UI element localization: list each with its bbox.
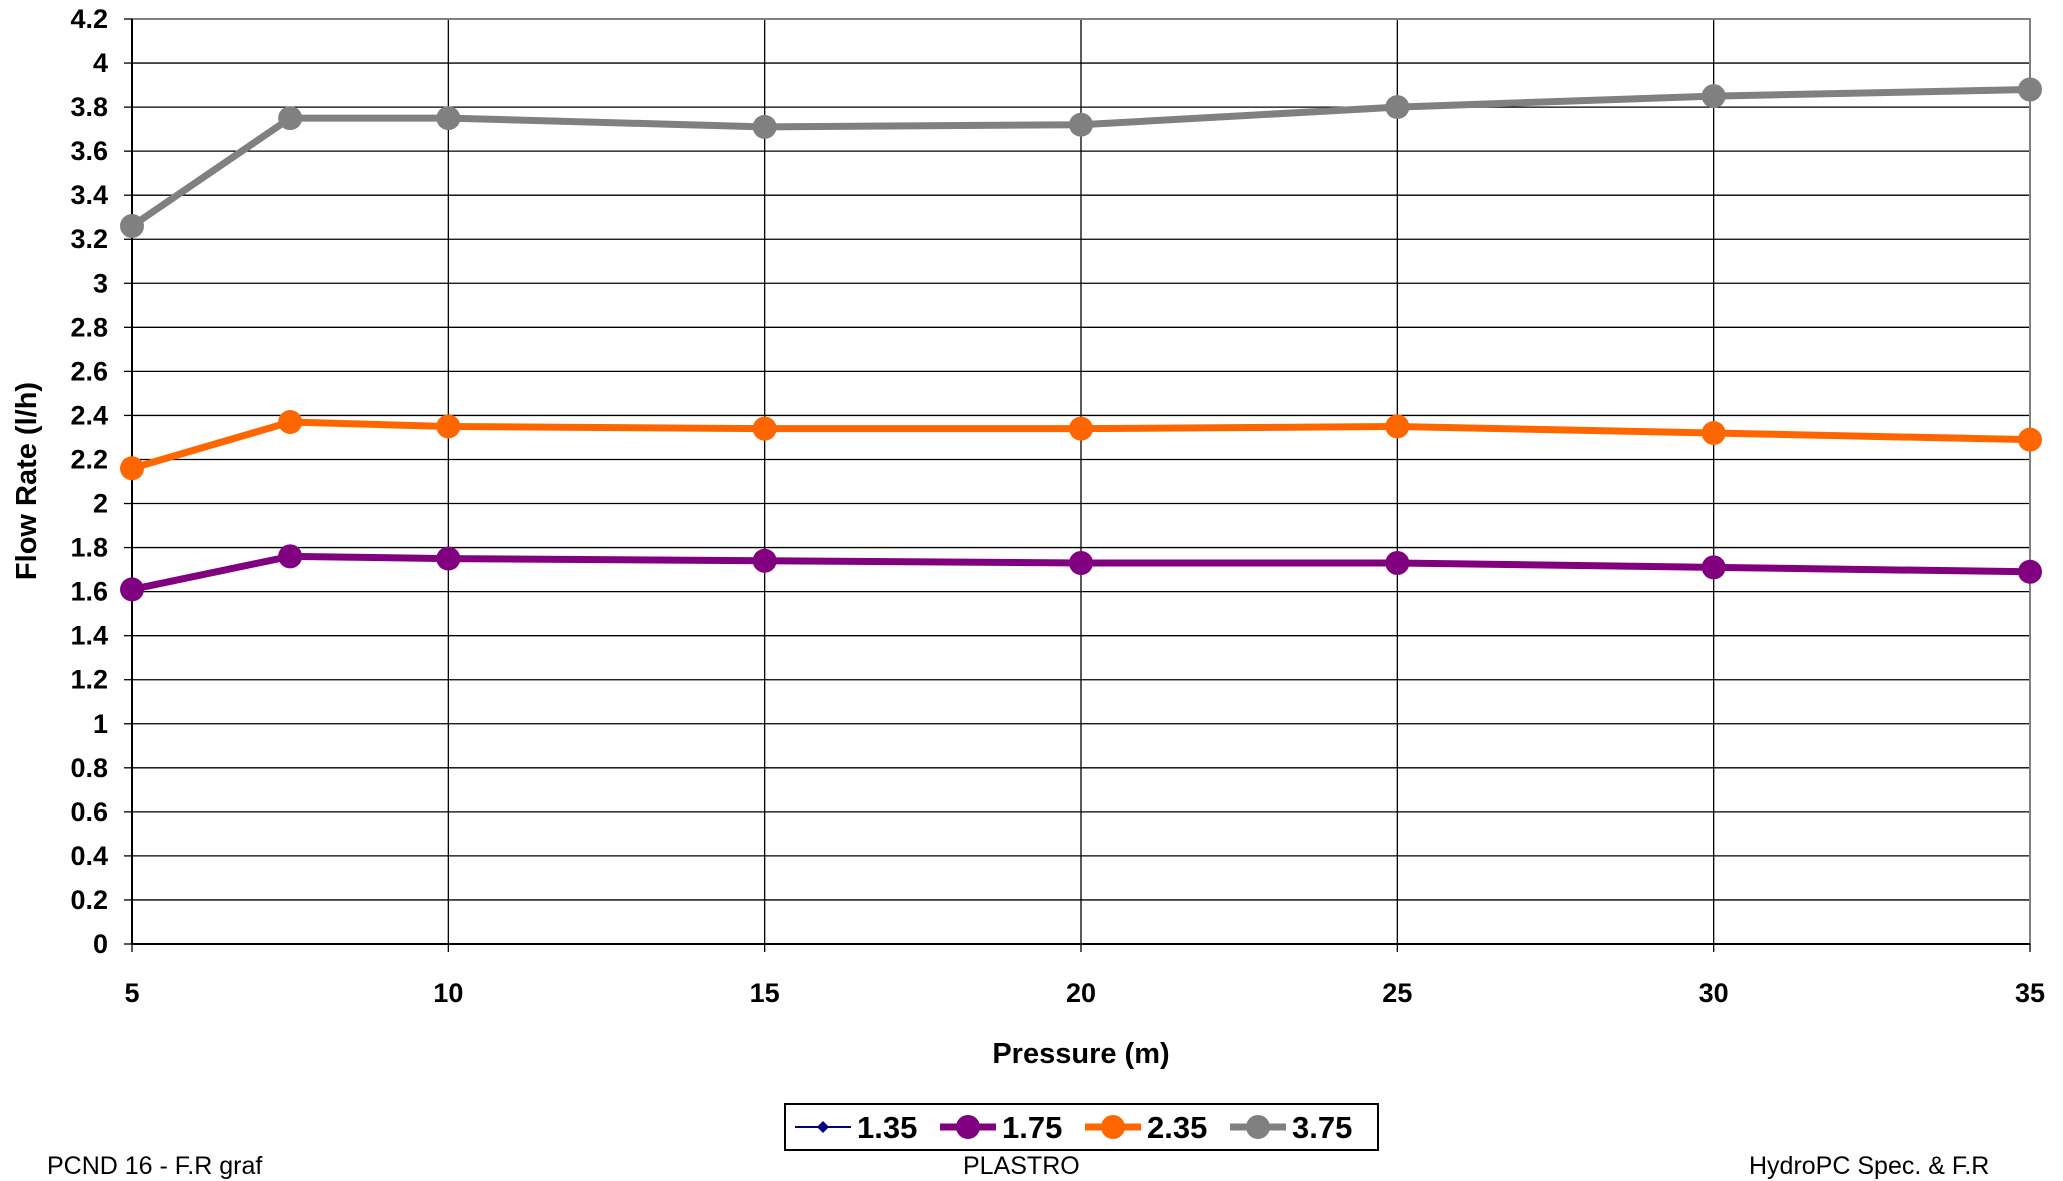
data-point — [1385, 414, 1410, 439]
series-line — [130, 85, 2031, 229]
legend-swatch-marker — [1101, 1115, 1125, 1139]
data-point — [436, 414, 461, 439]
y-tick-label: 2.6 — [70, 356, 108, 386]
legend-label: 1.75 — [1002, 1110, 1062, 1145]
y-tick-label: 4 — [93, 48, 108, 78]
y-tick-label: 1.6 — [70, 577, 108, 607]
legend-swatch-marker — [1246, 1115, 1270, 1139]
x-tick-label: 10 — [433, 978, 463, 1008]
data-point — [1701, 84, 1726, 109]
legend-swatch-marker — [956, 1115, 980, 1139]
y-tick-label: 1.2 — [70, 665, 108, 695]
footer-left: PCND 16 - F.R graf — [47, 1152, 263, 1180]
x-tick-label: 35 — [2015, 978, 2045, 1008]
series-line — [131, 552, 2031, 593]
y-tick-label: 3.6 — [70, 136, 108, 166]
y-tick-label: 2.2 — [70, 444, 108, 474]
y-tick-label: 3.8 — [70, 92, 108, 122]
data-point — [1069, 550, 1093, 575]
series-line — [131, 418, 2031, 472]
legend-item-3.75: 3.75 — [1230, 1110, 1352, 1145]
legend-item-1.75: 1.75 — [940, 1110, 1062, 1145]
legend-label: 3.75 — [1292, 1110, 1352, 1145]
data-point — [278, 544, 303, 569]
legend-label: 2.35 — [1147, 1110, 1207, 1145]
y-tick-label: 2.4 — [70, 400, 108, 430]
y-tick-label: 3.4 — [70, 180, 108, 210]
data-point — [1069, 112, 1093, 137]
x-tick-label: 30 — [1699, 978, 1729, 1008]
y-tick-label: 0 — [93, 929, 108, 959]
series-layer — [120, 77, 2042, 602]
data-point — [120, 214, 144, 239]
y-tick-label: 2 — [93, 489, 108, 519]
data-point — [2018, 427, 2042, 452]
x-tick-label: 5 — [124, 978, 139, 1008]
y-tick-label: 0.8 — [70, 753, 108, 783]
y-tick-label: 1.4 — [70, 621, 108, 651]
gridlines — [131, 18, 2031, 945]
data-point — [2018, 559, 2042, 584]
y-axis-ticks: 0 0.2 0.4 0.6 0.8 1 1.2 1.4 1.6 1.8 2 2.2 2.4 2.6 2.8 3… — [70, 4, 133, 959]
legend-swatch-marker — [817, 1121, 829, 1133]
data-point — [436, 106, 461, 131]
data-point — [1701, 555, 1726, 580]
series-2.35 — [120, 410, 2042, 481]
y-tick-label: 1 — [93, 709, 108, 739]
data-point — [752, 548, 777, 573]
legend-label: 1.35 — [857, 1110, 917, 1145]
series-1.75 — [120, 544, 2042, 602]
data-point — [1069, 416, 1093, 441]
footer-center: PLASTRO — [963, 1152, 1080, 1180]
data-point — [2018, 77, 2042, 102]
x-tick-label: 20 — [1066, 978, 1096, 1008]
legend-item-1.35: 1.35 — [795, 1110, 917, 1145]
y-tick-label: 3.2 — [70, 224, 108, 254]
y-tick-label: 4.2 — [70, 4, 108, 34]
y-tick-label: 1.8 — [70, 533, 108, 563]
data-point — [278, 410, 303, 435]
footer-right: HydroPC Spec. & F.R — [1749, 1152, 1990, 1180]
series-3.75 — [120, 77, 2042, 239]
data-point — [436, 546, 461, 571]
legend-item-2.35: 2.35 — [1085, 1110, 1207, 1145]
data-point — [1701, 421, 1726, 446]
legend: 1.35 1.75 2.35 3.75 — [784, 1103, 1379, 1151]
y-tick-label: 0.6 — [70, 797, 108, 827]
x-tick-label: 25 — [1382, 978, 1412, 1008]
x-axis-title: Pressure (m) — [992, 1038, 1169, 1070]
data-point — [752, 114, 777, 139]
data-point — [752, 416, 777, 441]
x-axis-ticks: 5 10 15 20 25 30 35 — [124, 943, 2045, 1008]
y-tick-label: 0.2 — [70, 885, 108, 915]
data-point — [1385, 550, 1410, 575]
data-point — [278, 106, 303, 131]
data-point — [1385, 95, 1410, 120]
y-axis-title: Flow Rate (l/h) — [11, 382, 43, 580]
y-tick-label: 2.8 — [70, 312, 108, 342]
y-tick-label: 3 — [93, 268, 108, 298]
x-tick-label: 15 — [750, 978, 780, 1008]
y-tick-label: 0.4 — [70, 841, 108, 871]
data-point — [120, 456, 144, 481]
data-point — [120, 577, 144, 602]
